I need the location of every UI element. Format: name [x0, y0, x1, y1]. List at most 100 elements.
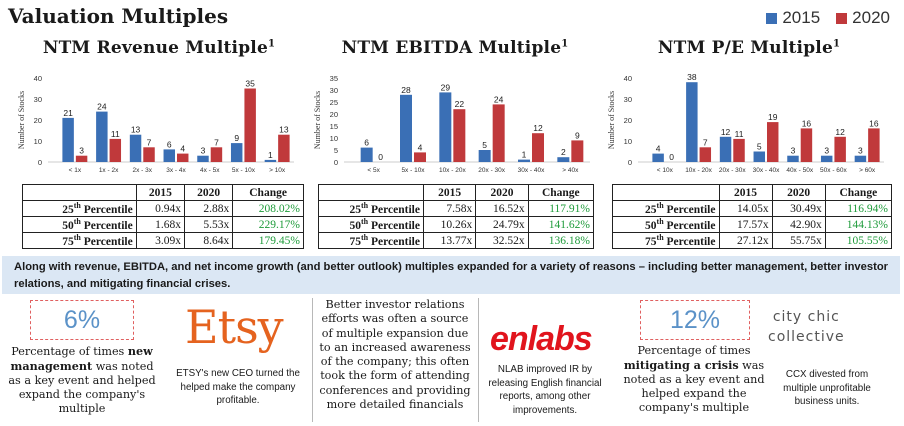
- table-cell: 10.26x: [422, 216, 477, 233]
- y-tick-label: 0: [628, 158, 632, 167]
- bar-2020: [492, 104, 505, 162]
- row-label: 50th Percentile: [612, 216, 720, 233]
- data-label: 38: [687, 72, 697, 82]
- y-tick-label: 0: [334, 158, 338, 167]
- mitigating-crisis-text: Percentage of times mitigating a crisis …: [622, 344, 766, 415]
- legend-label-2015: 2015: [782, 8, 821, 27]
- table-cell: 32.52x: [475, 232, 529, 249]
- data-label: 6: [167, 139, 172, 149]
- row-label-suffix: th: [656, 233, 664, 243]
- data-label: 9: [234, 133, 239, 143]
- data-label: 3: [824, 146, 829, 156]
- table-cell: 3.09x: [135, 232, 185, 249]
- new-management-stat: 6%: [30, 300, 134, 340]
- row-label-suffix: th: [361, 217, 369, 227]
- data-label: 19: [768, 112, 778, 122]
- row-label-rest: Percentile: [368, 219, 420, 232]
- stat1-bold: new management: [10, 344, 153, 373]
- table-cell: 5.53x: [183, 216, 234, 233]
- bar-2020: [278, 134, 290, 162]
- row-label-num: 25: [349, 203, 362, 216]
- bar-2015: [230, 143, 243, 162]
- data-label: 6: [364, 138, 369, 148]
- y-tick-label: 5: [334, 146, 338, 155]
- table-corner: [318, 184, 424, 201]
- table-header: 2015: [135, 184, 185, 201]
- row-label: 50th Percentile: [318, 216, 424, 233]
- table-header: 2015: [718, 184, 773, 201]
- data-label: 7: [703, 137, 708, 147]
- new-management-text: Percentage of times new management was n…: [8, 344, 156, 416]
- data-label: 0: [378, 152, 383, 162]
- table-cell: 8.64x: [183, 232, 234, 249]
- mitigating-crisis-stat: 12%: [640, 300, 750, 340]
- x-tick-label: < 1x: [69, 167, 82, 174]
- bar-2020: [868, 128, 880, 162]
- table-cell: 30.49x: [771, 200, 826, 217]
- table-cell: 42.90x: [771, 216, 826, 233]
- x-tick-label: 4x - 5x: [200, 167, 220, 174]
- y-tick-label: 40: [624, 74, 632, 83]
- city-chic-logo: city chic collective: [768, 307, 845, 347]
- row-label-suffix: th: [656, 201, 664, 211]
- city-chic-caption: CCX divested from multiple unprofitable …: [783, 369, 871, 407]
- x-tick-label: 20x - 30x: [719, 167, 746, 174]
- table-row: 50th Percentile 1.68x 5.53x 229.17%: [22, 216, 304, 233]
- x-tick-label: < 10x: [657, 167, 674, 174]
- row-label-num: 25: [62, 203, 74, 216]
- change-cell: 117.91%: [527, 200, 595, 217]
- x-tick-label: > 40x: [562, 167, 579, 174]
- change-cell: 179.45%: [232, 232, 304, 249]
- pe-multiple-panel: NTM P/E Multiple1 Number of Stocks 0 10 20 3…: [604, 34, 894, 254]
- change-cell: 136.18%: [527, 232, 595, 249]
- x-tick-label: 1x - 2x: [99, 167, 119, 174]
- table-row: 75th Percentile 13.77x 32.52x 136.18%: [318, 232, 595, 249]
- x-tick-label: < 5x: [367, 167, 380, 174]
- enlabs-logo: enlabs: [490, 320, 593, 358]
- y-axis-label: Number of Stocks: [313, 91, 322, 149]
- table-row: 50th Percentile 17.57x 42.90x 144.13%: [612, 216, 893, 233]
- x-tick-label: 40x - 50x: [786, 167, 813, 174]
- legend: 2015 2020: [766, 8, 890, 28]
- pe-chart-title-text: NTM P/E Multiple: [657, 38, 833, 58]
- data-label: 21: [63, 108, 73, 118]
- data-label: 16: [869, 118, 879, 128]
- stat1-pre: Percentage of times: [11, 345, 128, 358]
- row-label-rest: Percentile: [663, 203, 716, 216]
- bar-2020: [210, 147, 223, 162]
- y-tick-label: 40: [34, 74, 42, 83]
- city-chic-logo-line1: city chic: [772, 309, 840, 325]
- y-tick-label: 20: [34, 116, 42, 125]
- table-cell: 2.88x: [183, 200, 234, 217]
- row-label-suffix: th: [73, 201, 81, 211]
- ebitda-chart-title-text: NTM EBITDA Multiple: [341, 38, 562, 58]
- bar-2020: [800, 128, 813, 162]
- table-header: Change: [824, 184, 893, 201]
- data-label: 4: [418, 142, 423, 152]
- ebitda-percentile-table: 2015 2020 Change 25th Percentile 7.58x 1…: [318, 184, 595, 249]
- row-label-suffix: th: [361, 233, 369, 243]
- data-label: 22: [455, 99, 465, 109]
- row-label-num: 75: [349, 235, 362, 248]
- row-label-num: 75: [645, 235, 657, 248]
- data-label: 11: [111, 129, 120, 139]
- x-tick-label: 3x - 4x: [166, 167, 186, 174]
- page-title: Valuation Multiples: [8, 4, 229, 28]
- table-row: 25th Percentile 14.05x 30.49x 116.94%: [612, 200, 893, 217]
- bar-2015: [129, 134, 142, 162]
- row-label-rest: Percentile: [663, 235, 716, 248]
- y-tick-label: 10: [624, 137, 632, 146]
- table-header: 2020: [771, 184, 826, 201]
- y-tick-label: 20: [624, 116, 632, 125]
- etsy-caption: ETSY's new CEO turned the helped make th…: [176, 368, 300, 406]
- table-header-row: 2015 2020 Change: [318, 184, 595, 201]
- data-label: 1: [522, 150, 527, 160]
- bar-2015: [264, 159, 277, 162]
- data-label: 3: [791, 146, 796, 156]
- data-label: 12: [721, 127, 731, 137]
- revenue-chart-title-text: NTM Revenue Multiple: [42, 38, 268, 58]
- bar-2015: [753, 151, 765, 162]
- y-tick-label: 30: [624, 95, 632, 104]
- x-tick-label: > 10x: [269, 167, 286, 174]
- stat2-pre: Percentage of times: [637, 344, 751, 357]
